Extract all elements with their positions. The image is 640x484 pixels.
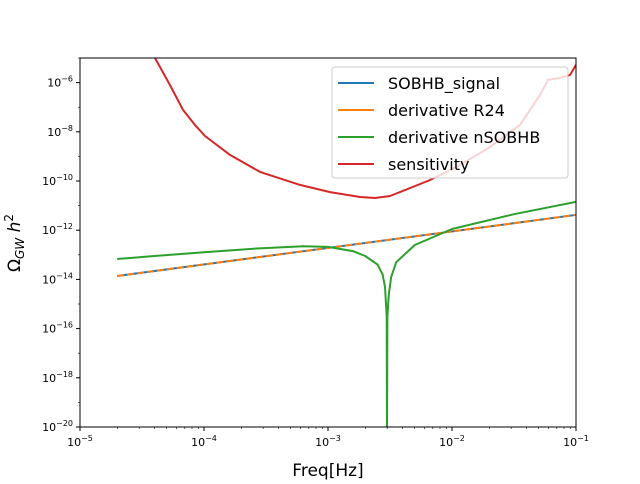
x-tick-label: 10−3 (315, 434, 341, 449)
legend-label: derivative R24 (388, 101, 505, 120)
legend-label: sensitivity (388, 155, 469, 174)
y-tick-label: 10−18 (42, 370, 73, 385)
legend: SOBHB_signal derivative R24 derivative nSO… (331, 66, 569, 179)
y-tick-label: 10−6 (47, 75, 73, 90)
y-tick-label: 10−14 (42, 271, 73, 286)
x-tick-label: 10−4 (191, 434, 217, 449)
legend-label: SOBHB_signal (388, 74, 500, 94)
x-tick-label: 10−5 (67, 434, 93, 449)
svg-text:ΩGW h2: ΩGW h2 (2, 214, 27, 272)
x-tick-label: 10−1 (563, 434, 589, 449)
y-tick-label: 10−8 (47, 124, 73, 139)
legend-label: derivative nSOBHB (388, 128, 540, 147)
y-tick-label: 10−10 (42, 173, 73, 188)
series-line-derivative-r24 (117, 213, 576, 277)
y-tick-label: 10−12 (42, 222, 73, 237)
x-tick-label: 10−2 (439, 434, 465, 449)
x-axis-label: Freq[Hz] (292, 461, 363, 480)
y-tick-label: 10−16 (42, 321, 73, 336)
y-axis-label: ΩGW h2 (2, 214, 27, 272)
series-line-derivative-nsobhb (117, 200, 576, 427)
y-tick-label: 10−20 (42, 419, 73, 434)
legend-box (331, 66, 569, 179)
